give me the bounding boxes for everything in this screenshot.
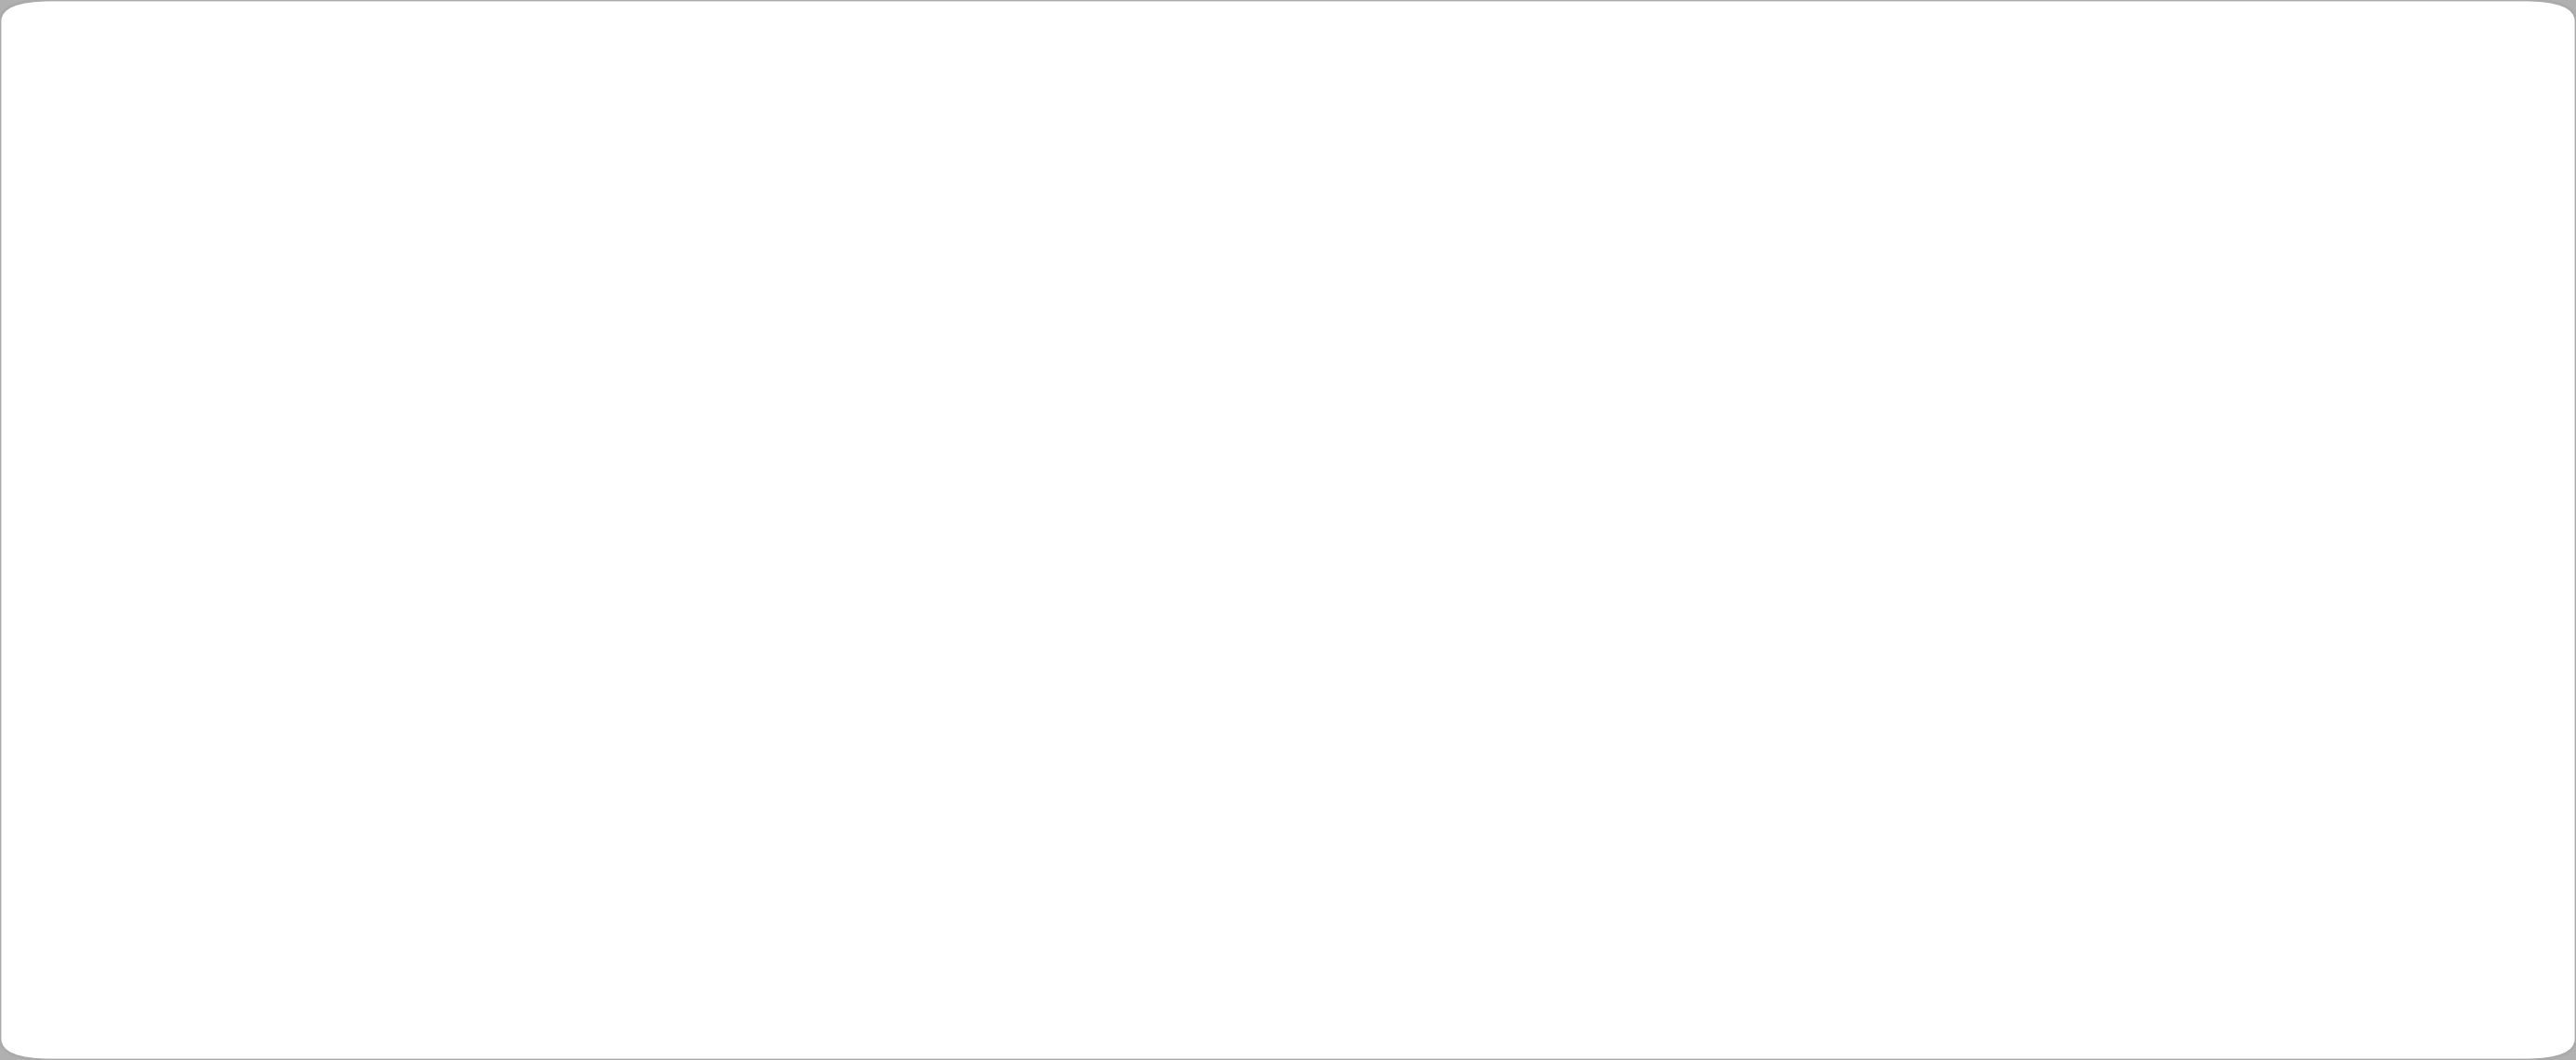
Bar xyxy=(206,527,1373,584)
Bar xyxy=(206,608,1221,667)
X-axis label: Monthly Orders: Monthly Orders xyxy=(1309,973,1409,986)
Y-axis label: Clothing Category: Clothing Category xyxy=(23,456,39,572)
Bar xyxy=(206,691,1221,749)
Bar xyxy=(206,444,2494,501)
Bar xyxy=(206,856,1394,914)
Title: Bar Chart: Bar Chart xyxy=(1316,42,1401,59)
Bar xyxy=(206,279,1226,337)
Bar xyxy=(206,361,1257,420)
Bar xyxy=(206,197,1430,254)
Bar xyxy=(206,114,2432,172)
Bar xyxy=(206,774,2378,831)
